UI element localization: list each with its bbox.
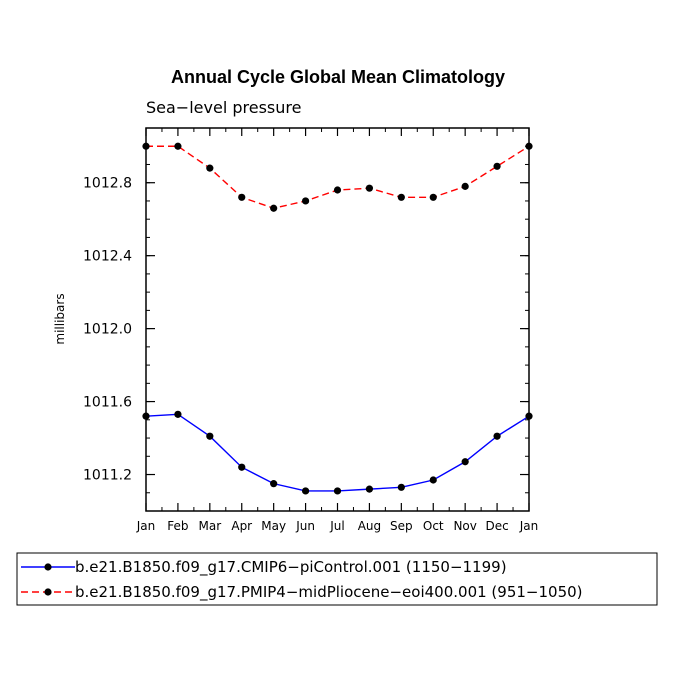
data-point <box>365 485 374 493</box>
data-point <box>301 487 310 495</box>
data-point <box>525 412 533 420</box>
data-point <box>238 193 246 201</box>
x-tick-label: Jan <box>519 519 539 533</box>
x-tick-label: Oct <box>423 519 444 533</box>
data-point <box>174 142 182 150</box>
plot-area: Jan Feb Mar Apr May Jun Jul Aug Sep Oct Nov Dec Jan 1… <box>83 127 539 533</box>
data-point <box>238 463 246 471</box>
data-point <box>174 410 182 418</box>
x-tick-label: Mar <box>199 519 222 533</box>
legend-label-0: b.e21.B1850.f09_g17.CMIP6−piControl.001 … <box>75 558 507 577</box>
plot-frame <box>145 127 530 512</box>
series-line-1 <box>146 145 530 209</box>
x-tick-label: Feb <box>167 519 188 533</box>
legend-marker-1 <box>44 588 52 596</box>
data-point <box>429 476 437 484</box>
x-tick-label: May <box>261 519 286 533</box>
x-tick-label: Sep <box>390 519 413 533</box>
chart-title: Annual Cycle Global Mean Climatology <box>171 67 505 87</box>
data-point <box>270 480 278 488</box>
y-tick-label: 1012.0 <box>83 322 132 338</box>
data-point <box>365 184 374 192</box>
legend: b.e21.B1850.f09_g17.CMIP6−piControl.001 … <box>16 552 658 606</box>
data-point <box>461 182 469 190</box>
data-point <box>397 193 405 201</box>
data-point <box>142 412 150 420</box>
data-point <box>206 164 214 172</box>
chart-subtitle: Sea−level pressure <box>146 98 301 117</box>
x-tick-label: Jul <box>329 519 344 533</box>
legend-label-1: b.e21.B1850.f09_g17.PMIP4−midPliocene−eo… <box>75 583 583 602</box>
y-tick-label: 1011.6 <box>83 395 132 411</box>
data-point <box>333 186 342 194</box>
data-point <box>525 142 533 150</box>
data-point <box>301 197 310 205</box>
y-tick-label: 1012.8 <box>83 176 132 192</box>
x-tick-label: Jun <box>295 519 315 533</box>
x-tick-label: Nov <box>453 519 476 533</box>
series-line-0 <box>145 413 530 492</box>
data-point <box>397 483 405 491</box>
data-point <box>142 142 150 150</box>
x-tick-label: Apr <box>231 519 252 533</box>
y-axis-label: millibars <box>53 293 67 344</box>
data-point <box>461 458 469 466</box>
y-tick-label: 1012.4 <box>83 249 132 265</box>
x-tick-label: Jan <box>136 519 156 533</box>
x-tick-label: Aug <box>358 519 381 533</box>
y-tick-label: 1011.2 <box>83 468 132 484</box>
data-point <box>493 432 501 440</box>
data-point <box>206 432 214 440</box>
data-point <box>270 204 278 212</box>
data-point <box>493 162 501 170</box>
data-point <box>333 487 342 495</box>
x-tick-label: Dec <box>485 519 508 533</box>
legend-marker-0 <box>44 563 52 571</box>
legend-box <box>16 552 658 606</box>
data-point <box>429 193 437 201</box>
